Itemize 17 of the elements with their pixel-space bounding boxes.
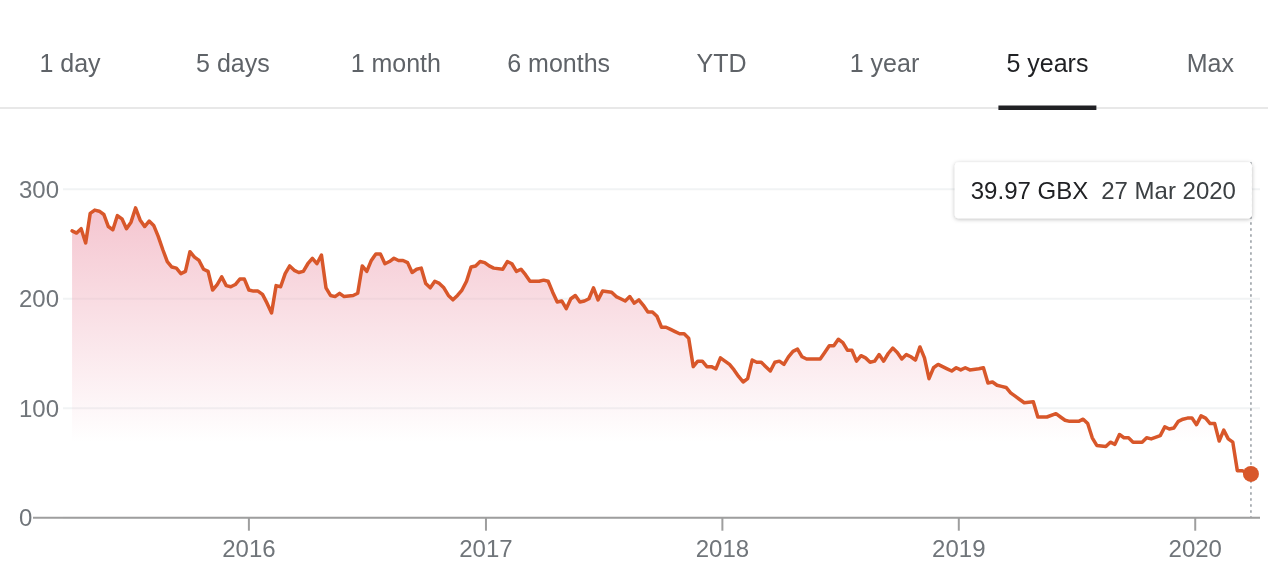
- y-tick-label: 300: [19, 175, 60, 203]
- text: 5 years: [1006, 49, 1089, 77]
- text: 1 year: [849, 49, 920, 77]
- text: 1 day: [39, 49, 102, 77]
- x-tick-label: 2017: [459, 535, 513, 562]
- x-tick-label: 2018: [695, 535, 750, 562]
- y-tick-label: 0: [19, 504, 33, 532]
- x-tick-label: 2016: [222, 535, 276, 562]
- y-tick-label: 100: [19, 394, 60, 422]
- x-tick-label: 2020: [1168, 535, 1222, 562]
- y-tick-label: 200: [19, 285, 60, 313]
- text: YTD: [696, 49, 747, 77]
- text: 5 days: [196, 49, 270, 77]
- text: 6 months: [507, 49, 611, 77]
- text: Max: [1186, 49, 1235, 77]
- text: 1 month: [350, 49, 441, 77]
- x-tick-label: 2019: [932, 535, 986, 562]
